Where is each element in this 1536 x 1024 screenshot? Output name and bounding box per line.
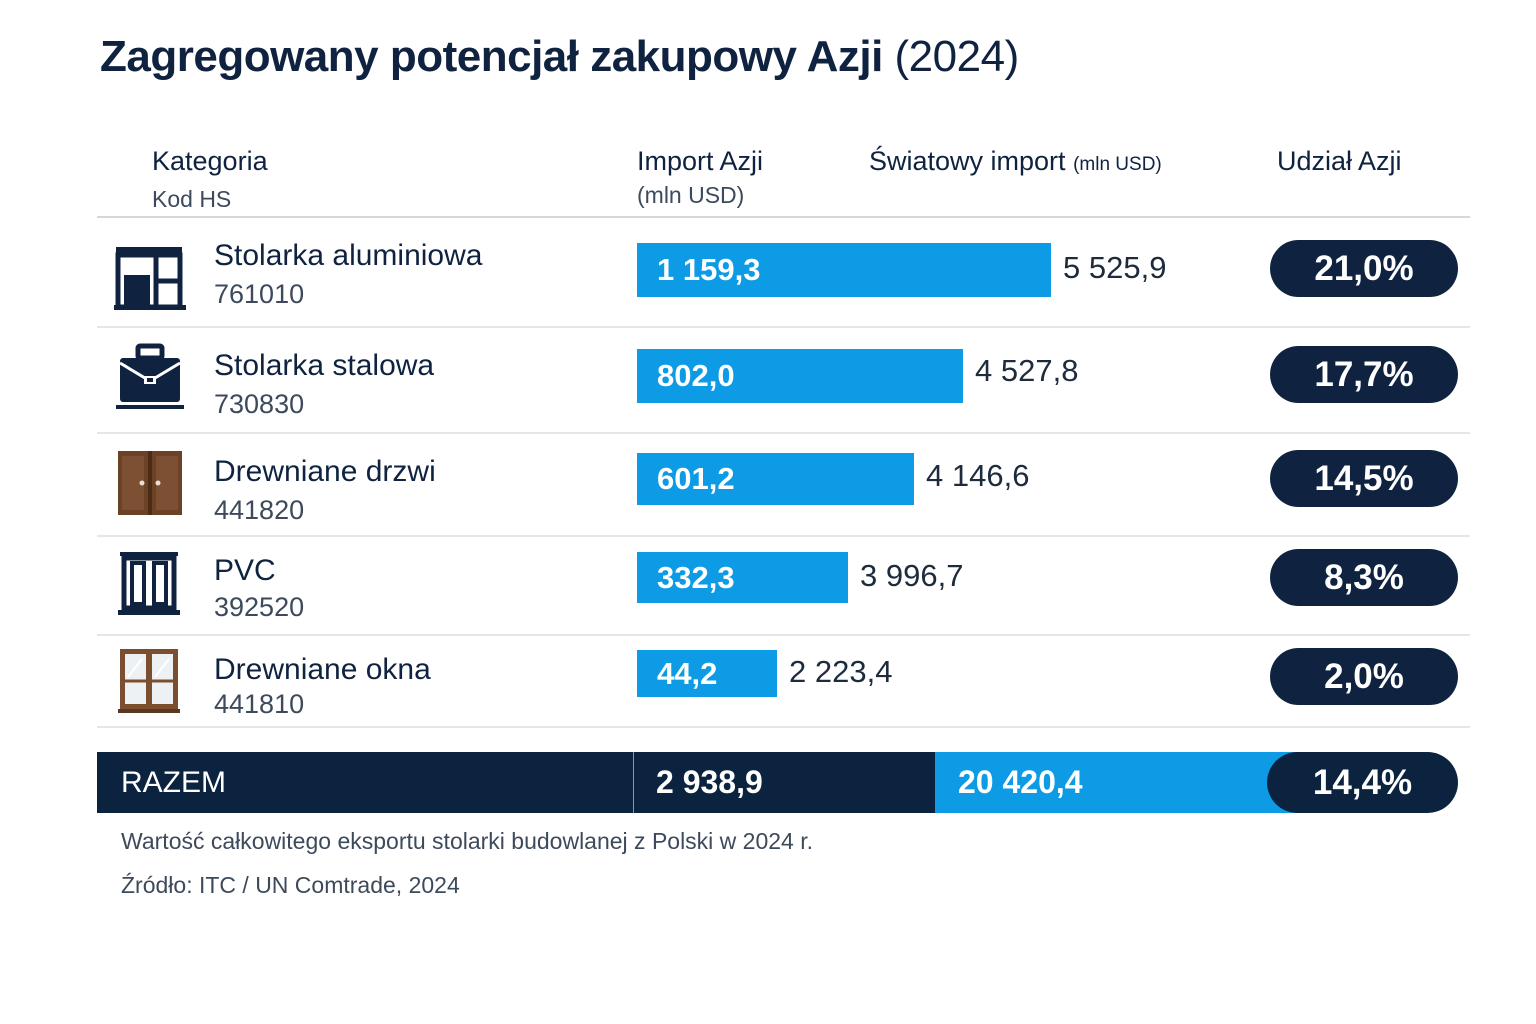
import-value: 1 159,3 <box>657 252 761 287</box>
import-value: 601,2 <box>657 461 735 496</box>
row-code: 441820 <box>214 495 305 525</box>
table-row: PVC 392520 332,3 3 996,7 8,3% <box>0 536 1536 635</box>
row-divider <box>97 326 1470 328</box>
total-import-value: 2 938,9 <box>656 764 763 800</box>
total-separator <box>633 752 634 813</box>
share-badge: 2,0% <box>1270 648 1458 705</box>
header-share: Udział Azji <box>1277 146 1402 176</box>
table-row: Drewniane okna 441810 44,2 2 223,4 2,0% <box>0 635 1536 727</box>
table-row: Stolarka stalowa 730830 802,0 4 527,8 17… <box>0 327 1536 433</box>
world-import-value: 4 146,6 <box>926 458 1030 493</box>
world-import-value: 2 223,4 <box>789 654 893 689</box>
chart-title: Zagregowany potencjał zakupowy Azji (202… <box>100 32 1019 82</box>
total-world-value: 20 420,4 <box>958 764 1083 800</box>
row-divider <box>97 432 1470 434</box>
import-bar: 1 159,3 <box>637 243 1051 297</box>
title-year: (2024) <box>894 32 1020 81</box>
share-badge: 14,5% <box>1270 450 1458 507</box>
row-code: 761010 <box>214 279 305 309</box>
world-import-value: 3 996,7 <box>860 558 964 593</box>
import-bar: 44,2 <box>637 650 777 697</box>
row-code: 730830 <box>214 389 305 419</box>
row-divider <box>97 535 1470 537</box>
wooden-window-icon <box>118 649 180 713</box>
world-import-value: 5 525,9 <box>1063 250 1167 285</box>
wooden-door-icon <box>118 451 182 515</box>
briefcase-icon <box>116 343 184 409</box>
row-name: Drewniane drzwi <box>214 455 436 488</box>
row-name: Drewniane okna <box>214 653 431 686</box>
import-bar: 802,0 <box>637 349 963 403</box>
header-world-import-label: Światowy import <box>869 146 1066 176</box>
row-divider <box>97 634 1470 636</box>
header-category: Kategoria <box>152 146 268 176</box>
import-value: 802,0 <box>657 358 735 393</box>
import-value: 44,2 <box>657 656 718 691</box>
title-main: Zagregowany potencjał zakupowy Azji <box>100 32 883 81</box>
source-note: Źródło: ITC / UN Comtrade, 2024 <box>121 872 460 898</box>
import-bar: 601,2 <box>637 453 914 505</box>
import-bar: 332,3 <box>637 552 848 603</box>
share-badge: 21,0% <box>1270 240 1458 297</box>
header-world-import-unit: (mln USD) <box>1073 154 1162 175</box>
world-import-value: 4 527,8 <box>975 353 1079 388</box>
header-world-import: Światowy import (mln USD) <box>869 146 1162 177</box>
row-name: Stolarka stalowa <box>214 349 435 382</box>
row-code: 441810 <box>214 689 305 719</box>
total-share-badge: 14,4% <box>1267 752 1458 813</box>
header-import-asia: Import Azji <box>637 146 764 176</box>
pvc-window-icon <box>118 552 180 615</box>
header-divider <box>97 216 1470 218</box>
row-code: 392520 <box>214 592 305 622</box>
total-background <box>97 752 935 813</box>
row-name: Stolarka aluminiowa <box>214 239 483 272</box>
row-divider <box>97 726 1470 728</box>
total-label: RAZEM <box>121 766 226 799</box>
export-note: Wartość całkowitego eksportu stolarki bu… <box>121 828 814 854</box>
header-import-asia-unit: (mln USD) <box>637 182 745 208</box>
table-row: Stolarka aluminiowa 761010 1 159,3 5 525… <box>0 217 1536 327</box>
aluminium-window-icon <box>114 247 186 310</box>
row-name: PVC <box>214 554 276 587</box>
total-row: 14,4% RAZEM 2 938,9 20 420,4 <box>97 752 1458 813</box>
share-badge: 8,3% <box>1270 549 1458 606</box>
header-hs-code: Kod HS <box>152 186 232 212</box>
share-badge: 17,7% <box>1270 346 1458 403</box>
import-value: 332,3 <box>657 560 735 595</box>
table-row: Drewniane drzwi 441820 601,2 4 146,6 14,… <box>0 433 1536 536</box>
